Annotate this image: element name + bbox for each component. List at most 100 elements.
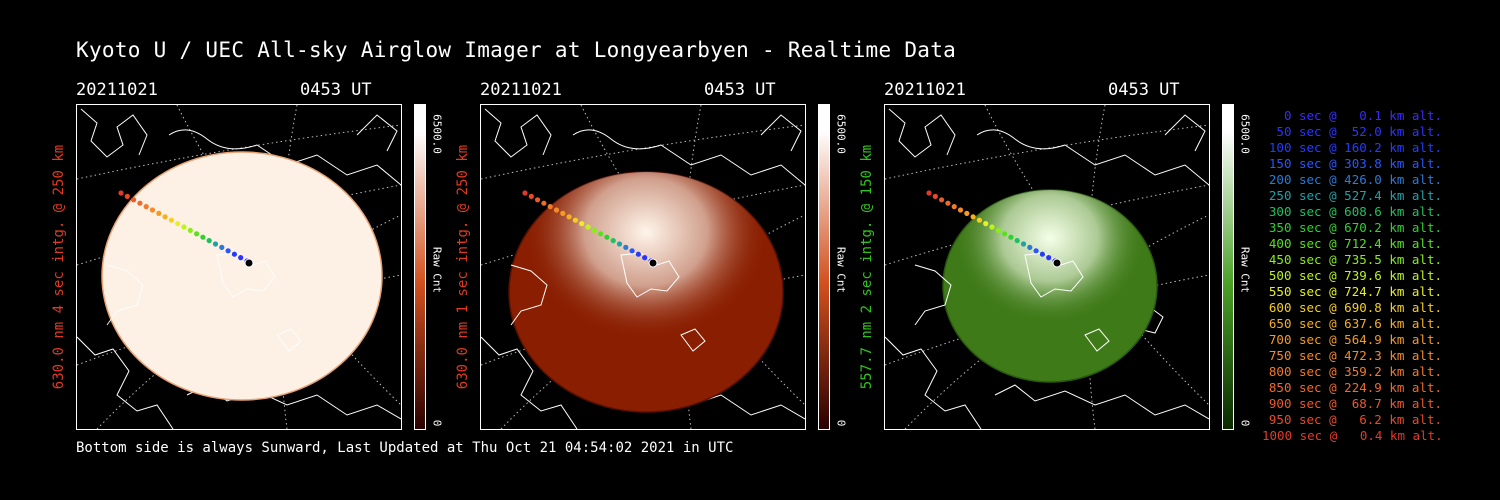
trajectory-dot bbox=[635, 251, 641, 257]
trajectory-dot bbox=[194, 231, 200, 237]
panel-630nm-1sec: 20211021 0453 UT 630.0 nm 1 sec intg. @ … bbox=[455, 80, 900, 430]
trajectory-dot bbox=[547, 204, 553, 210]
panel-date: 20211021 bbox=[884, 80, 966, 100]
legend-row: 800 sec @ 359.2 km alt. bbox=[1268, 364, 1442, 379]
panel-time: 0453 UT bbox=[704, 80, 776, 100]
trajectory-dot bbox=[629, 248, 635, 254]
colorbar-unit-label: Raw Cnt bbox=[832, 240, 850, 300]
colorbar bbox=[1222, 104, 1234, 430]
station-marker bbox=[244, 258, 254, 268]
colorbar-unit-text: Raw Cnt bbox=[430, 246, 444, 294]
legend-row: 600 sec @ 690.8 km alt. bbox=[1268, 300, 1442, 315]
coastline-overlay bbox=[914, 252, 1110, 352]
trajectory-dot bbox=[219, 244, 225, 250]
station-marker bbox=[1052, 258, 1062, 268]
coastline-overlay bbox=[510, 252, 706, 352]
legend-row: 350 sec @ 670.2 km alt. bbox=[1268, 220, 1442, 235]
trajectory bbox=[522, 190, 658, 268]
trajectory-dot bbox=[175, 221, 181, 227]
colorbar-max-label: 6500.0 bbox=[428, 104, 446, 164]
trajectory-dot bbox=[541, 200, 547, 206]
legend-row: 500 sec @ 739.6 km alt. bbox=[1268, 268, 1442, 283]
trajectory-dot bbox=[566, 214, 572, 220]
trajectory-dot bbox=[623, 244, 629, 250]
trajectory-dot bbox=[1008, 234, 1014, 240]
colorbar-min-text: 0 bbox=[1238, 419, 1252, 427]
panel-time: 0453 UT bbox=[300, 80, 372, 100]
panel-side-label: 557.7 nm 2 sec intg. @ 150 km bbox=[856, 104, 878, 430]
colorbar-unit-label: Raw Cnt bbox=[428, 240, 446, 300]
trajectory-dot bbox=[187, 227, 193, 233]
trajectory-dot bbox=[989, 224, 995, 230]
trajectory-dot bbox=[970, 214, 976, 220]
colorbar-max-text: 6500.0 bbox=[1238, 114, 1252, 154]
legend-row: 200 sec @ 426.0 km alt. bbox=[1268, 172, 1442, 187]
footer-status: Bottom side is always Sunward, Last Upda… bbox=[76, 440, 734, 456]
trajectory-dot bbox=[591, 227, 597, 233]
legend-row: 150 sec @ 303.8 km alt. bbox=[1268, 156, 1442, 171]
panel-time: 0453 UT bbox=[1108, 80, 1180, 100]
trajectory-dot bbox=[124, 193, 130, 199]
trajectory-dot bbox=[957, 207, 964, 213]
trajectory-dot bbox=[137, 200, 143, 206]
legend-row: 50 sec @ 52.0 km alt. bbox=[1276, 124, 1442, 139]
panel-date: 20211021 bbox=[76, 80, 158, 100]
allsky-map-svg bbox=[885, 105, 1209, 429]
legend-row: 450 sec @ 735.5 km alt. bbox=[1268, 252, 1442, 267]
trajectory-dot bbox=[1039, 251, 1045, 257]
trajectory-dot bbox=[610, 238, 616, 244]
colorbar bbox=[818, 104, 830, 430]
altitude-legend: 0 sec @ 0.1 km alt. 50 sec @ 52.0 km alt.… bbox=[1262, 108, 1443, 444]
colorbar-max-text: 6500.0 bbox=[834, 114, 848, 154]
colorbar-min-label: 0 bbox=[428, 416, 446, 430]
trajectory-dot bbox=[143, 204, 149, 210]
panel-557nm-2sec: 20211021 0453 UT 557.7 nm 2 sec intg. @ … bbox=[859, 80, 1304, 430]
trajectory-dot bbox=[926, 190, 932, 196]
trajectory-dot bbox=[118, 190, 124, 196]
trajectory-dot bbox=[964, 210, 970, 216]
trajectory-dot bbox=[162, 214, 168, 220]
allsky-map-svg bbox=[77, 105, 401, 429]
panel-side-label-text: 630.0 nm 1 sec intg. @ 250 km bbox=[455, 144, 471, 390]
colorbar-min-label: 0 bbox=[832, 416, 850, 430]
page-title: Kyoto U / UEC All-sky Airglow Imager at … bbox=[76, 38, 957, 62]
trajectory-dot bbox=[616, 241, 623, 247]
trajectory-dot bbox=[939, 197, 945, 203]
trajectory-dot bbox=[604, 234, 610, 240]
colorbar-max-label: 6500.0 bbox=[1236, 104, 1254, 164]
legend-row: 100 sec @ 160.2 km alt. bbox=[1268, 140, 1442, 155]
colorbar-unit-text: Raw Cnt bbox=[834, 246, 848, 294]
legend-row: 0 sec @ 0.1 km alt. bbox=[1283, 108, 1442, 123]
trajectory-dot bbox=[149, 207, 156, 213]
colorbar-max-text: 6500.0 bbox=[430, 114, 444, 154]
station-marker bbox=[648, 258, 658, 268]
airglow-field bbox=[101, 151, 383, 401]
trajectory-dot bbox=[231, 251, 237, 257]
trajectory-dot bbox=[156, 210, 162, 216]
trajectory-dot bbox=[553, 207, 560, 213]
allsky-map-svg bbox=[481, 105, 805, 429]
trajectory-dot bbox=[642, 255, 648, 261]
trajectory-dot bbox=[225, 248, 231, 254]
trajectory-dot bbox=[1046, 255, 1052, 261]
allsky-image bbox=[76, 104, 402, 430]
colorbar-min-text: 0 bbox=[834, 419, 848, 427]
allsky-image bbox=[480, 104, 806, 430]
trajectory-dot bbox=[212, 241, 219, 247]
trajectory-dot bbox=[945, 200, 951, 206]
aurora-glow bbox=[943, 190, 1157, 382]
trajectory-dot bbox=[238, 255, 244, 261]
panel-side-label: 630.0 nm 1 sec intg. @ 250 km bbox=[452, 104, 474, 430]
trajectory-dot bbox=[995, 227, 1001, 233]
legend-row: 550 sec @ 724.7 km alt. bbox=[1268, 284, 1442, 299]
legend-row: 1000 sec @ 0.4 km alt. bbox=[1262, 428, 1443, 443]
legend-row: 400 sec @ 712.4 km alt. bbox=[1268, 236, 1442, 251]
trajectory-dot bbox=[1027, 244, 1033, 250]
colorbar-min-label: 0 bbox=[1236, 416, 1254, 430]
trajectory-dot bbox=[585, 224, 591, 230]
colorbar-max-label: 6500.0 bbox=[832, 104, 850, 164]
trajectory-dot bbox=[535, 197, 541, 203]
panel-630nm-4sec: 20211021 0453 UT 630.0 nm 4 sec intg. @ … bbox=[51, 80, 496, 430]
trajectory-dot bbox=[1002, 231, 1008, 237]
trajectory bbox=[926, 190, 1062, 268]
